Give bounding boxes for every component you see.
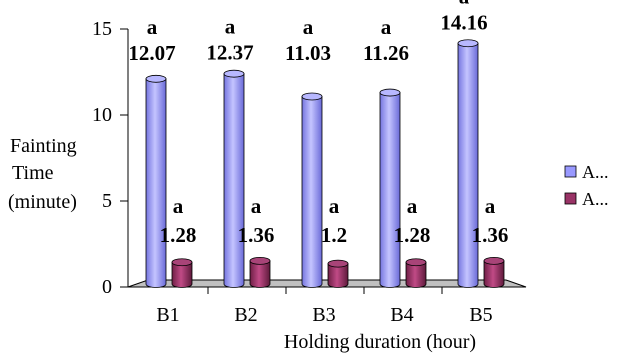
bar-top [223, 69, 245, 78]
bar-letter-label: a [329, 194, 340, 218]
bar-body [483, 260, 505, 288]
bar-letter-label: a [407, 194, 418, 218]
bar-letter-label: a [225, 15, 236, 39]
bar-body [171, 261, 193, 288]
y-tick-label: 10 [92, 104, 112, 126]
bar [405, 258, 427, 288]
bar-value-label: 12.07 [128, 41, 175, 65]
bar-body [249, 260, 271, 288]
bar-body [301, 96, 323, 288]
bar-body [145, 78, 167, 288]
bar [145, 74, 167, 288]
legend-swatch-series-1 [564, 165, 577, 178]
bar [483, 256, 505, 288]
bar-top [457, 39, 479, 48]
bar-value-label: 12.37 [206, 41, 253, 65]
bar-value-label: 1.36 [472, 223, 509, 247]
x-tick-label: B3 [312, 304, 335, 326]
data-labels-group: a12.07a12.37a11.03a11.26a14.16a1.28a1.36… [128, 0, 508, 247]
bar [379, 88, 401, 288]
bar-letter-label: a [173, 194, 184, 218]
bar-value-label: 11.26 [363, 41, 409, 65]
bar-body [457, 42, 479, 288]
bar [249, 256, 271, 288]
y-tick-label: 5 [102, 190, 112, 212]
legend: A... A... [564, 162, 609, 209]
bar-body [223, 73, 245, 288]
bar [457, 39, 479, 288]
bar-letter-label: a [303, 15, 314, 39]
y-axis-title-line: (minute) [8, 191, 77, 213]
bar [223, 69, 245, 288]
bar-top [405, 258, 427, 267]
bar-letter-label: a [485, 194, 496, 218]
bar-letter-label: a [147, 15, 158, 39]
bar-letter-label: a [251, 194, 262, 218]
bar-top [301, 92, 323, 101]
bar-value-label: 1.28 [394, 223, 431, 247]
y-tick-label: 0 [102, 276, 112, 298]
bar-value-label: 1.28 [160, 223, 197, 247]
bars-group [145, 39, 505, 288]
bar-body [405, 261, 427, 288]
bar [171, 258, 193, 288]
legend-label-series-2: A... [582, 189, 609, 209]
bar-value-label: 1.2 [321, 223, 347, 247]
x-tick-label: B2 [234, 304, 257, 326]
bar-top [249, 256, 271, 265]
bar-body [327, 263, 349, 288]
bar-top [145, 74, 167, 83]
x-tick-label: B5 [469, 304, 492, 326]
bar-top [379, 88, 401, 97]
bar-top [171, 258, 193, 267]
x-tick-label: B4 [390, 304, 413, 326]
bar-value-label: 1.36 [238, 223, 275, 247]
bar [327, 259, 349, 288]
bar [301, 92, 323, 288]
x-tick-label: B1 [156, 304, 179, 326]
bar-value-label: 11.03 [285, 41, 331, 65]
y-tick-label: 15 [92, 18, 112, 40]
bar-body [379, 92, 401, 288]
bar-value-label: 14.16 [440, 10, 487, 34]
bar-top [483, 256, 505, 265]
bar-letter-label: a [381, 15, 392, 39]
x-axis-title: Holding duration (hour) [284, 331, 476, 353]
legend-swatch-series-2 [564, 192, 577, 205]
bar-letter-label: a [459, 0, 470, 8]
y-axis-title-line: Fainting [10, 135, 77, 157]
legend-label-series-1: A... [582, 162, 609, 182]
bar-top [327, 259, 349, 268]
y-axis-title-line: Time [12, 162, 54, 184]
